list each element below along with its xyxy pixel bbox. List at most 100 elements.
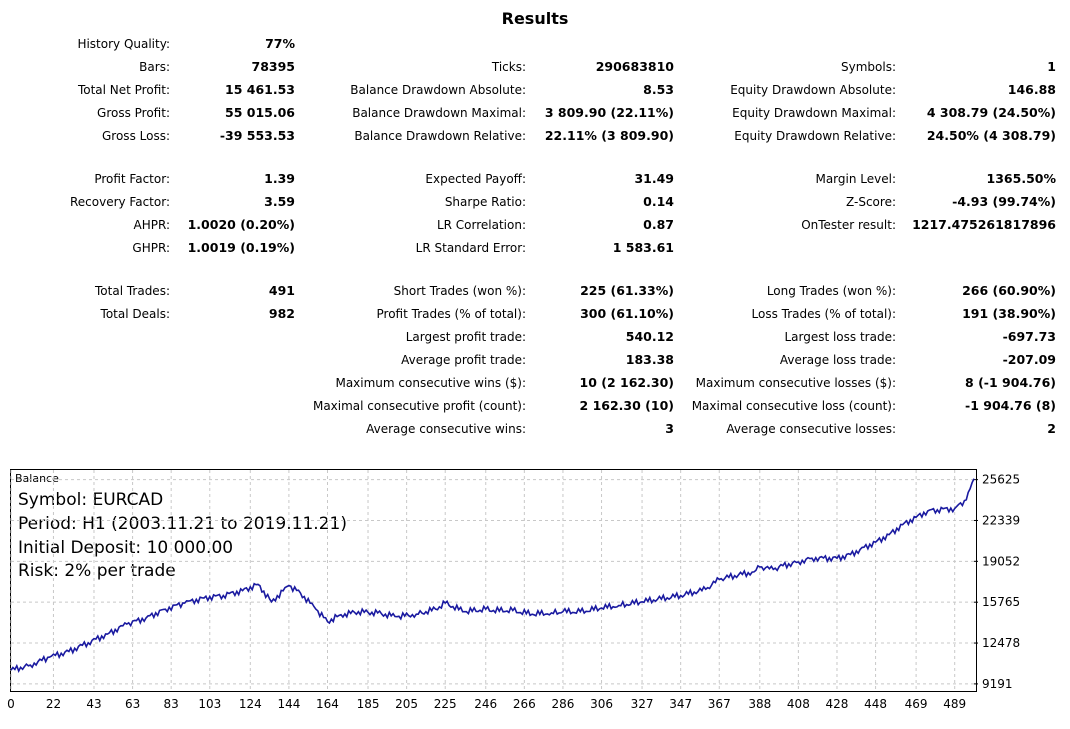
col1-value-1: 78395 (251, 59, 296, 74)
col3-label-7: Long Trades (won %): (766, 284, 896, 298)
col2-value-2: 3 809.90 (22.11%) (544, 105, 674, 120)
col3-value-2: 4 308.79 (24.50%) (926, 105, 1056, 120)
col1-value-5: 1.39 (264, 171, 295, 186)
col1-value-6: 3.59 (264, 194, 295, 209)
x-tick-label: 83 (164, 697, 179, 711)
x-tick-label: 164 (316, 697, 339, 711)
x-tick-label: 144 (277, 697, 300, 711)
col2-label-3: Balance Drawdown Relative: (354, 129, 526, 143)
x-tick-label: 367 (708, 697, 731, 711)
x-tick-label: 469 (905, 697, 928, 711)
col1-label-6: Recovery Factor: (69, 195, 170, 209)
x-tick-label: 225 (434, 697, 457, 711)
balance-series-line (10, 478, 975, 673)
x-tick-label: 246 (474, 697, 497, 711)
x-tick-label: 63 (125, 697, 140, 711)
col1-value-9: 491 (268, 283, 295, 298)
x-tick-label: 306 (590, 697, 613, 711)
col2-value-11: 183.38 (625, 352, 674, 367)
x-tick-label: 0 (7, 697, 15, 711)
y-tick-label: 12478 (982, 636, 1020, 650)
x-tick-label: 408 (787, 697, 810, 711)
col1-value-10: 982 (268, 306, 295, 321)
chart-title: Balance (15, 472, 59, 485)
col2-value-0: 290683810 (595, 59, 674, 74)
x-tick-label: 22 (46, 697, 61, 711)
y-tick-label: 15765 (982, 595, 1020, 609)
col1-value-7: 1.0020 (0.20%) (187, 217, 295, 232)
col2-label-9: Profit Trades (% of total): (376, 307, 526, 321)
col3-value-4: 1365.50% (986, 171, 1056, 186)
col2-value-5: 0.14 (643, 194, 674, 209)
x-tick-label: 448 (864, 697, 887, 711)
col1-label-2: Total Net Profit: (77, 83, 170, 97)
col2-value-3: 22.11% (3 809.90) (544, 128, 674, 143)
col2-value-1: 8.53 (643, 82, 674, 97)
col2-label-6: LR Correlation: (436, 218, 526, 232)
col3-value-13: 2 (1047, 421, 1056, 436)
col2-value-12: 10 (2 162.30) (579, 375, 674, 390)
col2-value-8: 225 (61.33%) (580, 283, 674, 298)
col2-label-13: Maximal consecutive profit (count): (312, 399, 526, 413)
x-tick-label: 428 (826, 697, 849, 711)
chart-info-period: Period: H1 (2003.11.21 to 2019.11.21) (18, 514, 347, 534)
col2-label-4: Expected Payoff: (425, 172, 526, 186)
col3-label-8: Loss Trades (% of total): (751, 307, 897, 321)
col2-label-14: Average consecutive wins: (366, 422, 526, 436)
col1-label-1: Bars: (139, 60, 170, 74)
col3-value-11: 8 (-1 904.76) (965, 375, 1056, 390)
col2-value-4: 31.49 (634, 171, 674, 186)
col3-label-2: Equity Drawdown Maximal: (732, 106, 896, 120)
col3-label-9: Largest loss trade: (784, 330, 896, 344)
col2-value-7: 1 583.61 (612, 240, 674, 255)
col1-value-4: -39 553.53 (219, 128, 295, 143)
chart-info-deposit: Initial Deposit: 10 000.00 (18, 538, 234, 558)
y-tick-label: 25625 (982, 473, 1020, 487)
col2-value-13: 2 162.30 (10) (579, 398, 674, 413)
x-tick-label: 347 (669, 697, 692, 711)
y-tick-label: 9191 (982, 677, 1013, 691)
x-tick-label: 43 (86, 697, 101, 711)
col1-label-3: Gross Profit: (97, 106, 170, 120)
col2-value-14: 3 (665, 421, 674, 436)
col2-label-8: Short Trades (won %): (393, 284, 526, 298)
x-tick-label: 185 (357, 697, 380, 711)
col3-value-7: 266 (60.90%) (962, 283, 1056, 298)
col1-value-3: 55 015.06 (225, 105, 295, 120)
col2-label-2: Balance Drawdown Maximal: (352, 106, 526, 120)
x-tick-label: 103 (198, 697, 221, 711)
col3-value-6: 1217.475261817896 (912, 217, 1056, 232)
col3-label-5: Z-Score: (846, 195, 896, 209)
col3-label-3: Equity Drawdown Relative: (734, 129, 896, 143)
col3-label-4: Margin Level: (815, 172, 896, 186)
col2-label-10: Largest profit trade: (405, 330, 526, 344)
col2-value-9: 300 (61.10%) (580, 306, 674, 321)
col3-label-1: Equity Drawdown Absolute: (730, 83, 896, 97)
col3-label-0: Symbols: (841, 60, 896, 74)
col3-label-12: Maximal consecutive loss (count): (691, 399, 896, 413)
col3-value-8: 191 (38.90%) (962, 306, 1056, 321)
stats-table: History Quality: 77% Bars: 78395 Total Net P… (69, 36, 1056, 436)
col3-label-10: Average loss trade: (779, 353, 896, 367)
x-tick-label: 205 (395, 697, 418, 711)
col1-label-4: Gross Loss: (102, 129, 170, 143)
report-title: Results (501, 9, 569, 28)
chart-info-symbol: Symbol: EURCAD (18, 490, 164, 510)
col3-label-11: Maximum consecutive losses ($): (695, 376, 896, 390)
col1-label-9: Total Trades: (95, 284, 170, 298)
col3-value-5: -4.93 (99.74%) (952, 194, 1056, 209)
col3-value-9: -697.73 (1002, 329, 1056, 344)
col2-label-0: Ticks: (491, 60, 526, 74)
col1-value-2: 15 461.53 (225, 82, 295, 97)
col3-label-13: Average consecutive losses: (726, 422, 896, 436)
col1-label-7: AHPR: (133, 218, 170, 232)
col3-value-12: -1 904.76 (8) (965, 398, 1056, 413)
y-tick-label: 22339 (982, 513, 1020, 527)
x-tick-label: 286 (551, 697, 574, 711)
col3-value-0: 1 (1047, 59, 1056, 74)
col2-label-1: Balance Drawdown Absolute: (350, 83, 526, 97)
col1-label-8: GHPR: (132, 241, 170, 255)
x-tick-label: 327 (631, 697, 654, 711)
y-tick-label: 19052 (982, 554, 1020, 568)
